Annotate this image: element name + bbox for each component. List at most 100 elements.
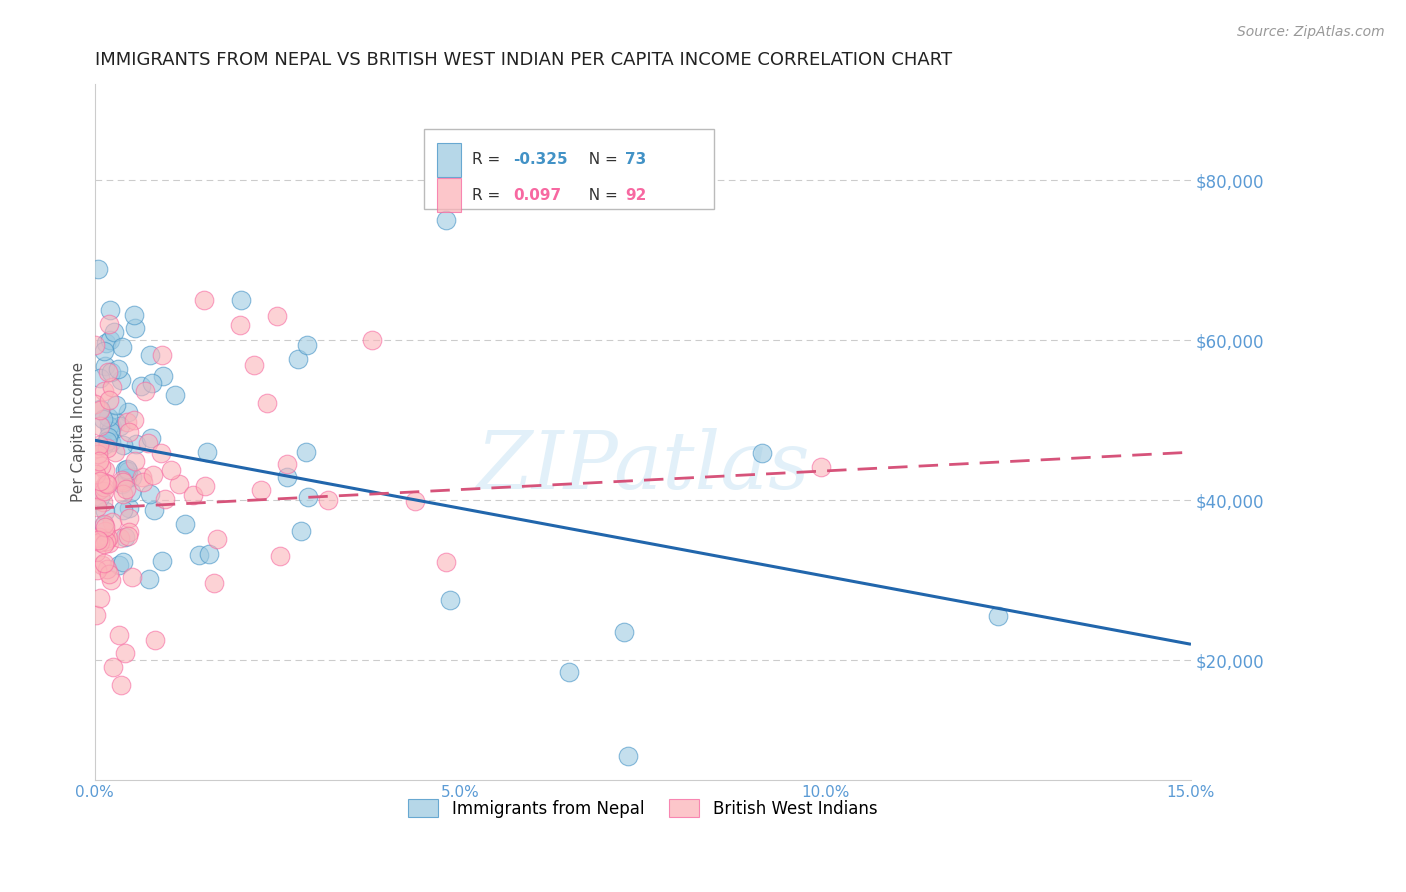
- Point: [84, 607, 107, 622]
- Point: [89, 418, 111, 433]
- Point: [145, 632, 167, 647]
- Point: [96, 476, 118, 491]
- Point: [111, 340, 134, 354]
- Point: [112, 438, 135, 452]
- Point: [100, 365, 122, 379]
- Point: [90, 558, 112, 573]
- FancyBboxPatch shape: [437, 143, 461, 177]
- Point: [114, 463, 136, 477]
- Point: [810, 460, 832, 475]
- Point: [276, 457, 298, 471]
- Point: [229, 318, 252, 332]
- Point: [439, 593, 461, 607]
- Point: [100, 379, 122, 393]
- Point: [131, 475, 153, 490]
- Point: [87, 483, 110, 497]
- Point: [93, 480, 115, 494]
- Point: [139, 487, 162, 501]
- Point: [114, 530, 136, 544]
- Point: [89, 474, 111, 488]
- Point: [87, 438, 110, 452]
- Point: [195, 444, 218, 458]
- Point: [98, 317, 121, 331]
- Point: [118, 524, 141, 539]
- Point: [110, 373, 132, 387]
- Point: [124, 321, 146, 335]
- Text: Source: ZipAtlas.com: Source: ZipAtlas.com: [1237, 25, 1385, 39]
- Point: [143, 502, 166, 516]
- Point: [131, 379, 153, 393]
- Point: [97, 419, 120, 434]
- Point: [90, 459, 112, 474]
- Point: [316, 493, 339, 508]
- Point: [100, 434, 122, 449]
- Point: [101, 515, 124, 529]
- Text: 73: 73: [626, 153, 647, 168]
- Point: [84, 337, 107, 351]
- Point: [361, 333, 384, 347]
- Point: [93, 557, 115, 571]
- Point: [94, 504, 117, 518]
- Text: R =: R =: [472, 187, 510, 202]
- Text: ZIPatlas: ZIPatlas: [477, 428, 810, 506]
- Text: IMMIGRANTS FROM NEPAL VS BRITISH WEST INDIAN PER CAPITA INCOME CORRELATION CHART: IMMIGRANTS FROM NEPAL VS BRITISH WEST IN…: [94, 51, 952, 69]
- Point: [89, 454, 111, 468]
- Point: [202, 576, 225, 591]
- Point: [94, 335, 117, 350]
- Point: [187, 548, 209, 562]
- Point: [84, 397, 107, 411]
- Legend: Immigrants from Nepal, British West Indians: Immigrants from Nepal, British West Indi…: [402, 792, 884, 824]
- Point: [84, 544, 107, 558]
- Point: [94, 524, 117, 538]
- Point: [131, 470, 153, 484]
- Point: [87, 533, 110, 547]
- FancyBboxPatch shape: [437, 178, 461, 211]
- Point: [94, 533, 117, 548]
- Point: [97, 531, 120, 545]
- Point: [256, 395, 278, 409]
- Text: 92: 92: [626, 187, 647, 202]
- Point: [105, 398, 128, 412]
- Point: [276, 470, 298, 484]
- Point: [89, 402, 111, 417]
- Point: [96, 434, 118, 449]
- Point: [87, 261, 110, 276]
- Text: N =: N =: [579, 153, 623, 168]
- Point: [97, 365, 120, 379]
- Point: [112, 503, 135, 517]
- Point: [121, 470, 143, 484]
- Point: [111, 486, 134, 500]
- Text: 0.097: 0.097: [513, 187, 561, 202]
- Point: [297, 338, 319, 352]
- Point: [118, 425, 141, 439]
- Point: [617, 749, 640, 764]
- Point: [112, 555, 135, 569]
- Point: [117, 464, 139, 478]
- Point: [94, 359, 117, 373]
- Point: [266, 309, 288, 323]
- Point: [117, 510, 139, 524]
- Point: [198, 547, 221, 561]
- Point: [136, 435, 159, 450]
- Y-axis label: Per Capita Income: Per Capita Income: [72, 362, 86, 502]
- Point: [125, 437, 148, 451]
- Point: [269, 549, 291, 563]
- Point: [93, 483, 115, 498]
- Point: [153, 492, 176, 507]
- Point: [93, 518, 115, 533]
- Point: [121, 570, 143, 584]
- Point: [122, 413, 145, 427]
- Point: [98, 392, 121, 407]
- Point: [100, 333, 122, 347]
- Point: [110, 531, 132, 545]
- Point: [181, 488, 204, 502]
- Point: [115, 482, 138, 496]
- Point: [94, 520, 117, 534]
- Point: [434, 555, 457, 569]
- Point: [86, 500, 108, 514]
- Point: [108, 558, 131, 572]
- Point: [150, 348, 173, 362]
- Point: [104, 444, 127, 458]
- Point: [89, 371, 111, 385]
- Point: [87, 530, 110, 544]
